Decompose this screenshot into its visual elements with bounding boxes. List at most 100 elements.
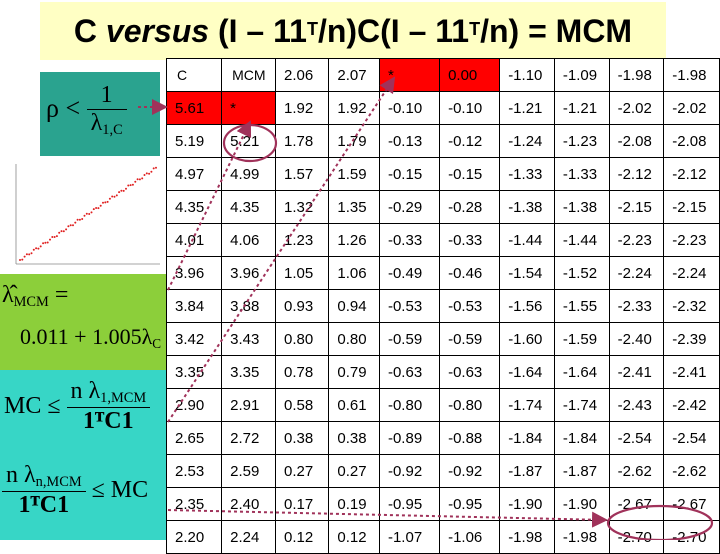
scatter-point (19, 259, 21, 261)
table-cell: -2.41 (663, 355, 720, 389)
scatter-point (155, 166, 157, 169)
table-cell: -2.40 (608, 322, 665, 356)
scatter-point (143, 174, 146, 176)
table-row: 4.35 4.35 1.32 1.35 -0.29 -0.28 -1.38 -1.38 -2.1… (165, 190, 720, 224)
table-cell: -2.24 (663, 256, 720, 290)
scatter-point (65, 228, 68, 231)
scatter-point (72, 224, 74, 227)
scatter-point (35, 247, 38, 250)
table-cell: 2.07 (328, 58, 380, 92)
table-cell: 3.96 (221, 256, 277, 290)
table-cell: -0.88 (439, 421, 501, 455)
title-banner: C versus (I – 11T/n)C(I – 11T/n) = MCM (40, 2, 666, 60)
scatter-point (88, 213, 91, 215)
table-cell: 0.38 (275, 421, 330, 455)
table-cell: 1.92 (275, 91, 330, 125)
table-cell: -1.98 (663, 58, 720, 92)
table-cell: 0.17 (275, 487, 330, 521)
scatter-point (102, 201, 104, 204)
table-cell: -2.24 (608, 256, 665, 290)
table-cell: -0.80 (439, 388, 501, 422)
lambda-mcm-formula: λ̂MCM = (2, 282, 69, 310)
table-cell: 0.27 (328, 454, 380, 488)
table-cell: -1.07 (378, 520, 441, 554)
table-cell: -2.15 (663, 190, 720, 224)
table-cell: 2.90 (165, 388, 223, 422)
table-cell: -1.24 (499, 124, 555, 158)
rho-formula: ρ < 1 λ1,C (46, 82, 127, 139)
table-cell: 4.35 (165, 190, 223, 224)
scatter-plot (15, 164, 160, 265)
table-cell: 2.65 (165, 421, 223, 455)
table-cell: -0.28 (439, 190, 501, 224)
scatter-point (134, 180, 137, 183)
table-cell: -2.32 (663, 289, 720, 323)
table-cell: -0.95 (378, 487, 441, 521)
table-cell: -0.53 (439, 289, 501, 323)
table-cell: 0.12 (275, 520, 330, 554)
table-cell: 2.72 (221, 421, 277, 455)
scatter-point (42, 242, 45, 245)
table-cell: 4.06 (221, 223, 277, 257)
lambda-mcm-rhs: 0.011 + 1.005λC (20, 324, 162, 351)
table-cell: -1.33 (553, 157, 610, 191)
scatter-point (92, 208, 95, 211)
table-cell: 0.19 (328, 487, 380, 521)
table-cell: -2.15 (608, 190, 665, 224)
table-cell: 1.35 (328, 190, 380, 224)
table-cell: -0.46 (439, 256, 501, 290)
table-cell: -0.33 (439, 223, 501, 257)
lambda-mcm-box: λ̂MCM = 0.011 + 1.005λC (0, 274, 168, 370)
table-cell: 0.12 (328, 520, 380, 554)
table-cell: 3.96 (165, 256, 223, 290)
table-row: 3.96 3.96 1.05 1.06 -0.49 -0.46 -1.54 -1.52 -2.2… (165, 256, 720, 290)
scatter-point (49, 238, 51, 241)
table-cell: -0.10 (378, 91, 441, 125)
scatter-point (30, 252, 33, 255)
table-cell: 5.21 (221, 124, 277, 158)
table-cell: 0.94 (328, 289, 380, 323)
scatter-point (46, 241, 49, 244)
scatter-point (78, 218, 81, 221)
table-cell: 2.20 (165, 520, 223, 554)
table-cell: MCM (221, 58, 277, 92)
table-cell: * (378, 58, 441, 92)
table-row: 2.20 2.24 0.12 0.12 -1.07 -1.06 -1.98 -1.98 -2.7… (165, 520, 720, 554)
table-cell: -0.49 (378, 256, 441, 290)
table-cell: 0.00 (439, 58, 501, 92)
table-row: 4.01 4.06 1.23 1.26 -0.33 -0.33 -1.44 -1.44 -2.2… (165, 223, 720, 257)
table-cell: -1.87 (553, 454, 610, 488)
table-row: 5.61 * 1.92 1.92 -0.10 -0.10 -1.21 -1.21 -2.02 -2… (165, 91, 720, 125)
table-cell: -1.84 (499, 421, 555, 455)
table-cell: 2.91 (221, 388, 277, 422)
table-cell: -2.62 (663, 454, 720, 488)
table-cell: -1.87 (499, 454, 555, 488)
table-cell: 0.27 (275, 454, 330, 488)
table-cell: 0.58 (275, 388, 330, 422)
table-cell: -0.63 (378, 355, 441, 389)
scatter-point (131, 183, 134, 186)
table-cell: -1.33 (499, 157, 555, 191)
scatter-point (122, 189, 125, 192)
table-cell: -1.38 (553, 190, 610, 224)
table-cell: -0.33 (378, 223, 441, 257)
table-cell: -2.23 (663, 223, 720, 257)
table-cell: -1.90 (553, 487, 610, 521)
table-cell: 3.84 (165, 289, 223, 323)
table-cell: 1.78 (275, 124, 330, 158)
table-cell: -2.33 (608, 289, 665, 323)
table-cell: -0.92 (378, 454, 441, 488)
table-cell: -1.44 (499, 223, 555, 257)
scatter-point (58, 231, 61, 234)
scatter-point (129, 184, 132, 187)
table-cell: -0.12 (439, 124, 501, 158)
scatter-point (120, 189, 123, 192)
mc-upper-formula: MC ≤ n λ1,MCM 1ᵀC1 (4, 378, 151, 435)
scatter-point (32, 248, 35, 251)
table-cell: 2.06 (275, 58, 330, 92)
table-cell: 0.80 (328, 322, 380, 356)
scatter-point (127, 184, 130, 187)
scatter-point (39, 245, 42, 248)
scatter-point (85, 212, 88, 215)
table-cell: -2.39 (663, 322, 720, 356)
